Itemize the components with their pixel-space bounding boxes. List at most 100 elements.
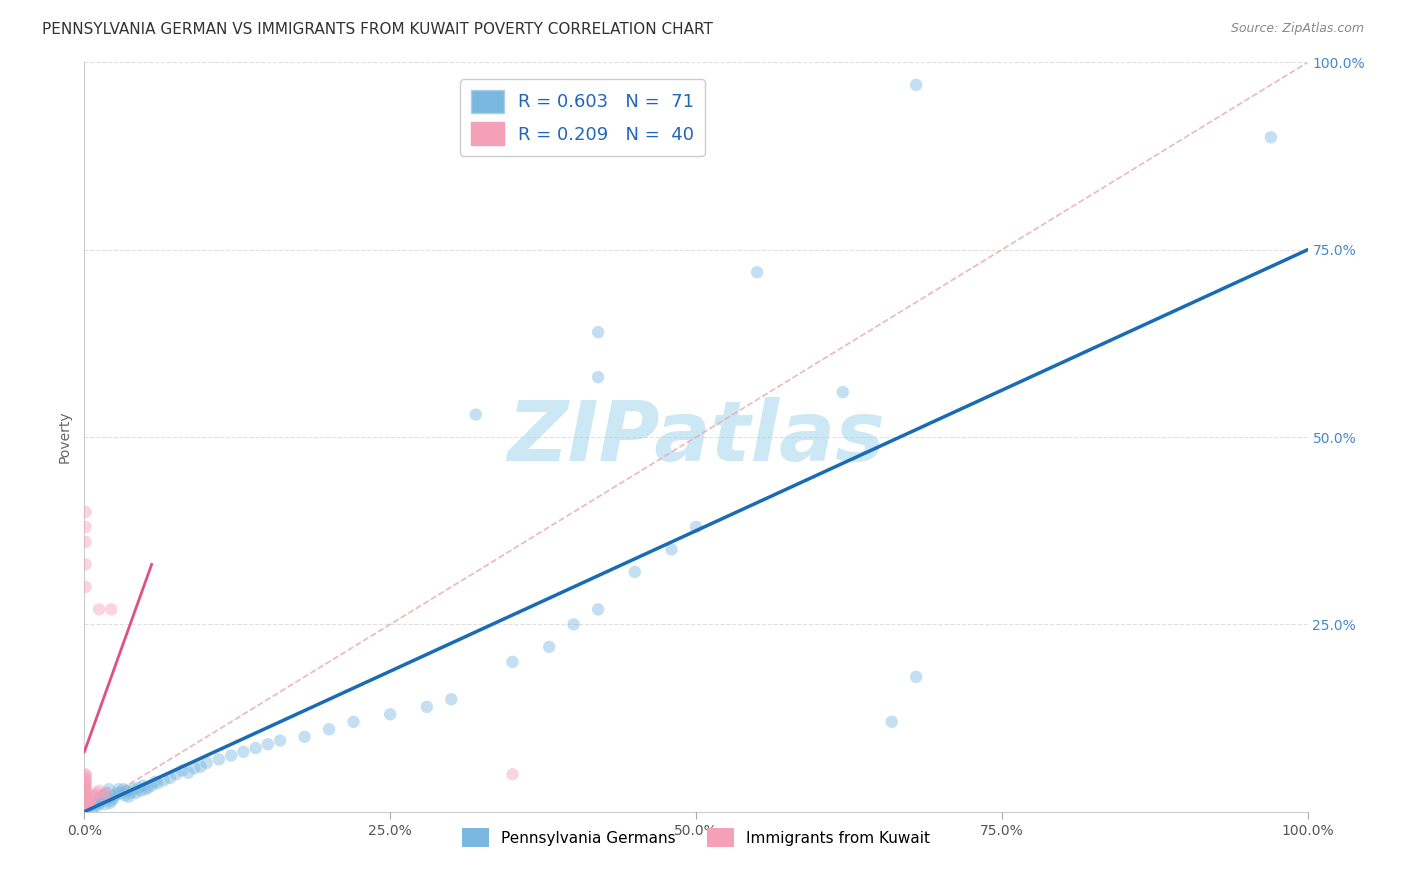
Point: [831, 385, 853, 400]
Point: [159, 771, 181, 785]
Point: [75, 783, 97, 797]
Point: [107, 782, 129, 797]
Point: [136, 780, 159, 795]
Point: [105, 786, 128, 800]
Point: [104, 789, 127, 803]
Point: [75, 796, 97, 810]
Point: [82, 789, 104, 804]
Point: [79, 798, 101, 813]
Point: [219, 748, 242, 763]
Point: [143, 774, 166, 789]
Point: [75, 505, 97, 519]
Point: [538, 640, 561, 654]
Point: [93, 789, 115, 803]
Point: [94, 797, 117, 812]
Point: [132, 779, 155, 793]
Point: [208, 752, 231, 766]
Point: [562, 617, 585, 632]
Point: [294, 730, 316, 744]
Point: [747, 265, 769, 279]
Point: [172, 764, 194, 778]
Point: [125, 786, 148, 800]
Point: [96, 786, 118, 800]
Legend: Pennsylvania Germans, Immigrants from Kuwait: Pennsylvania Germans, Immigrants from Ku…: [453, 819, 939, 856]
Point: [98, 796, 121, 810]
Point: [586, 370, 609, 384]
Point: [685, 520, 707, 534]
Point: [96, 786, 118, 800]
Point: [586, 325, 609, 339]
Point: [83, 789, 105, 803]
Point: [76, 793, 98, 807]
Point: [141, 779, 163, 793]
Point: [82, 800, 104, 814]
Point: [416, 699, 439, 714]
Point: [87, 798, 110, 813]
Point: [75, 797, 97, 812]
Text: Source: ZipAtlas.com: Source: ZipAtlas.com: [1230, 22, 1364, 36]
Point: [83, 796, 105, 810]
Point: [77, 791, 100, 805]
Point: [79, 793, 101, 807]
Point: [91, 789, 114, 803]
Point: [502, 655, 524, 669]
Point: [75, 791, 97, 805]
Point: [880, 714, 903, 729]
Point: [75, 776, 97, 790]
Text: PENNSYLVANIA GERMAN VS IMMIGRANTS FROM KUWAIT POVERTY CORRELATION CHART: PENNSYLVANIA GERMAN VS IMMIGRANTS FROM K…: [42, 22, 713, 37]
Point: [146, 776, 169, 790]
Point: [905, 78, 928, 92]
Point: [232, 745, 254, 759]
Point: [77, 797, 100, 812]
Point: [75, 520, 97, 534]
Point: [661, 542, 683, 557]
Point: [342, 714, 364, 729]
Point: [245, 741, 267, 756]
Point: [76, 797, 98, 812]
Point: [84, 797, 107, 812]
Point: [77, 796, 100, 810]
Point: [177, 765, 200, 780]
Point: [75, 535, 97, 549]
Point: [100, 602, 122, 616]
Point: [75, 789, 97, 803]
Point: [75, 767, 97, 781]
Point: [440, 692, 463, 706]
Point: [75, 769, 97, 783]
Point: [91, 793, 114, 807]
Point: [75, 780, 97, 795]
Point: [183, 761, 205, 775]
Point: [269, 733, 291, 747]
Point: [117, 789, 139, 804]
Point: [75, 773, 97, 788]
Point: [135, 782, 157, 797]
Point: [624, 565, 647, 579]
Point: [87, 602, 110, 616]
Point: [464, 408, 486, 422]
Point: [75, 782, 97, 797]
Point: [257, 737, 280, 751]
Point: [75, 801, 97, 815]
Point: [112, 782, 135, 797]
Point: [127, 780, 149, 795]
Point: [75, 798, 97, 813]
Point: [75, 786, 97, 800]
Point: [502, 767, 524, 781]
Point: [318, 723, 340, 737]
Point: [86, 793, 108, 807]
Point: [190, 760, 212, 774]
Point: [120, 786, 142, 800]
Point: [87, 791, 110, 805]
Point: [75, 789, 97, 804]
Point: [101, 789, 124, 804]
Point: [110, 786, 132, 800]
Point: [586, 602, 609, 616]
Point: [75, 779, 97, 793]
Point: [75, 793, 97, 807]
Point: [75, 774, 97, 789]
Point: [87, 783, 110, 797]
Point: [77, 801, 100, 815]
Point: [75, 771, 97, 785]
Point: [153, 773, 176, 788]
Point: [86, 786, 108, 800]
